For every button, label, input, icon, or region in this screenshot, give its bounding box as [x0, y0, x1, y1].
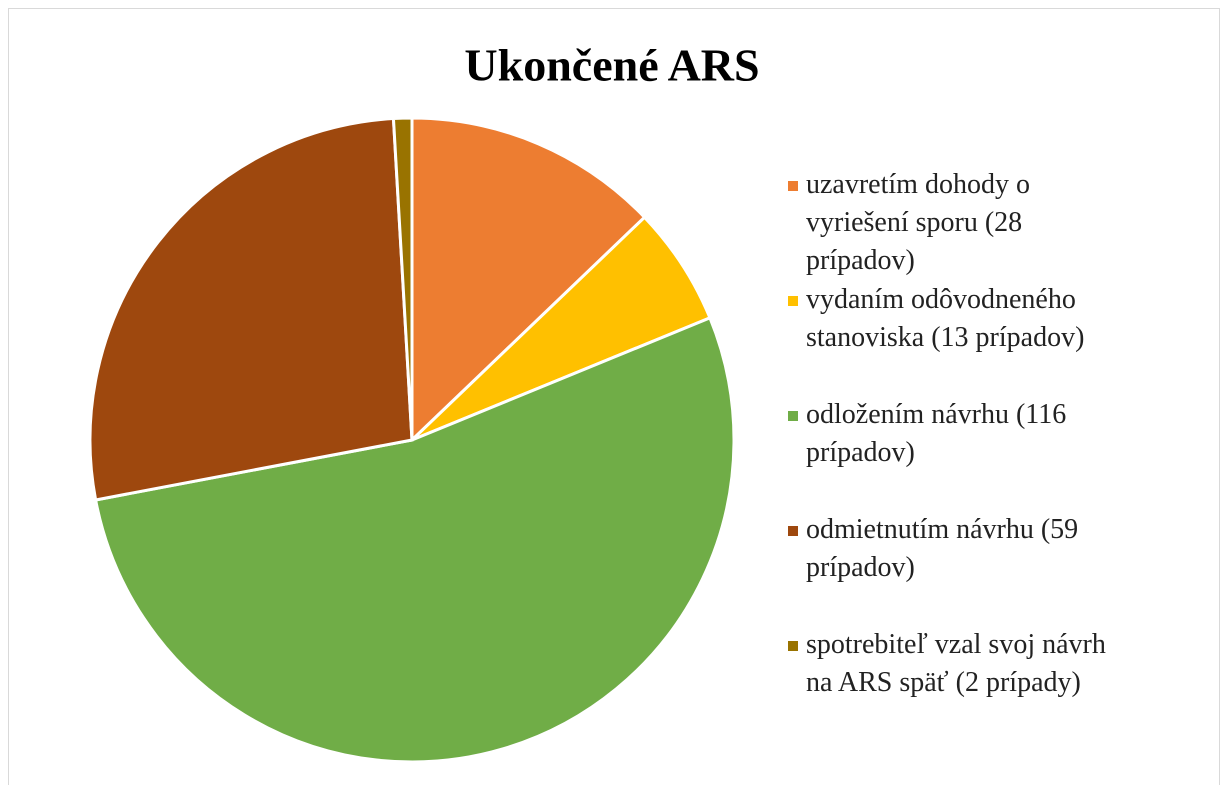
legend-label: spotrebiteľ vzal svoj návrh na ARS späť …	[806, 629, 1106, 698]
legend-swatch	[788, 181, 798, 191]
legend-entry: odmietnutím návrhu (59 prípadov)	[788, 511, 1208, 587]
legend-entry: uzavretím dohody o vyriešení sporu (28 p…	[788, 166, 1208, 280]
legend-entry: vydaním odôvodneného stanoviska (13 príp…	[788, 281, 1208, 357]
legend-label: odmietnutím návrhu (59 prípadov)	[806, 514, 1079, 583]
legend-label: vydaním odôvodneného stanoviska (13 príp…	[806, 284, 1085, 353]
legend-label: odložením návrhu (116 prípadov)	[806, 399, 1067, 468]
legend-swatch	[788, 641, 798, 651]
legend-entry: odložením návrhu (116 prípadov)	[788, 396, 1208, 472]
pie-slice	[410, 116, 647, 444]
legend-entry: spotrebiteľ vzal svoj návrh na ARS späť …	[788, 626, 1208, 702]
pie-slice	[410, 215, 712, 442]
chart-title: Ukončené ARS	[464, 40, 759, 91]
legend-label: uzavretím dohody o vyriešení sporu (28 p…	[806, 169, 1030, 276]
pie-slice	[88, 116, 414, 502]
legend-swatch	[788, 411, 798, 421]
legend-swatch	[788, 526, 798, 536]
pie-slice	[391, 116, 414, 441]
legend-swatch	[788, 296, 798, 306]
pie-slice	[93, 315, 736, 764]
